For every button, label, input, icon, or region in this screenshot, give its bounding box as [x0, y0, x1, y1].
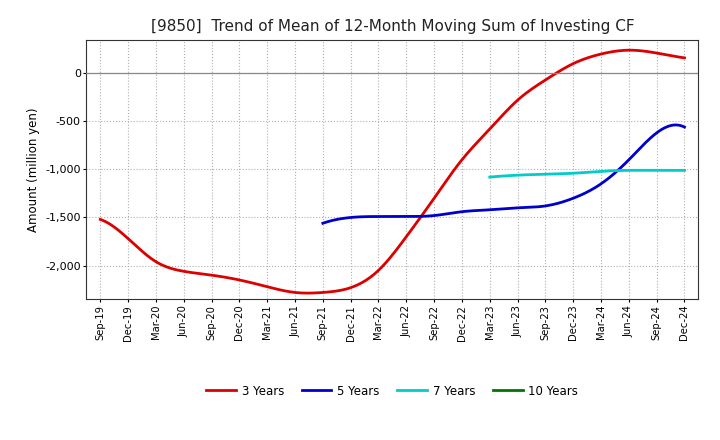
5 Years [672, 122, 680, 128]
3 Years [626, 48, 634, 53]
7 Years [601, 169, 610, 174]
Line: 7 Years: 7 Years [490, 170, 685, 177]
7 Years [662, 168, 671, 173]
Legend: 3 Years, 5 Years, 7 Years, 10 Years: 3 Years, 5 Years, 7 Years, 10 Years [202, 380, 583, 402]
3 Years [629, 48, 638, 53]
5 Years [533, 204, 541, 209]
Line: 5 Years: 5 Years [323, 125, 685, 223]
3 Years [446, 173, 454, 178]
3 Years [590, 53, 599, 59]
5 Years [540, 203, 549, 209]
5 Years [320, 220, 328, 225]
7 Years [605, 168, 613, 173]
Title: [9850]  Trend of Mean of 12-Month Moving Sum of Investing CF: [9850] Trend of Mean of 12-Month Moving … [150, 19, 634, 34]
5 Years [534, 204, 542, 209]
3 Years [456, 160, 464, 165]
5 Years [680, 125, 689, 130]
5 Years [647, 135, 655, 140]
3 Years [680, 55, 689, 61]
7 Years [636, 168, 645, 173]
7 Years [486, 174, 495, 180]
3 Years [444, 176, 452, 181]
3 Years [96, 217, 104, 222]
3 Years [98, 217, 107, 223]
5 Years [318, 220, 327, 226]
Line: 3 Years: 3 Years [100, 50, 685, 293]
7 Years [650, 168, 659, 173]
3 Years [303, 290, 312, 296]
5 Years [624, 158, 632, 164]
7 Years [485, 174, 494, 180]
7 Years [600, 169, 609, 174]
Y-axis label: Amount (million yen): Amount (million yen) [27, 107, 40, 231]
7 Years [680, 168, 689, 173]
